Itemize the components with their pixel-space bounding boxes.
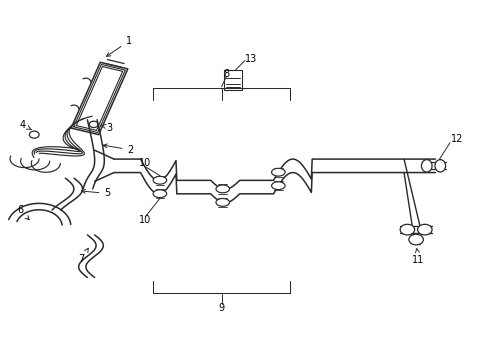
Ellipse shape (434, 159, 445, 172)
Text: 4: 4 (20, 120, 31, 130)
Text: 6: 6 (17, 205, 29, 220)
Text: 2: 2 (103, 144, 134, 155)
Text: 3: 3 (101, 122, 113, 132)
Ellipse shape (216, 185, 229, 193)
Circle shape (417, 224, 431, 235)
Ellipse shape (421, 159, 431, 172)
Circle shape (408, 234, 423, 245)
Ellipse shape (271, 182, 285, 190)
Text: 7: 7 (78, 248, 88, 264)
Text: 5: 5 (81, 189, 110, 198)
Ellipse shape (153, 190, 166, 198)
Text: 11: 11 (411, 249, 424, 265)
Ellipse shape (153, 176, 166, 184)
Text: 12: 12 (450, 134, 463, 144)
Text: 10: 10 (139, 215, 151, 225)
Circle shape (399, 224, 414, 235)
Text: 1: 1 (106, 36, 132, 57)
Text: 9: 9 (218, 303, 224, 312)
Text: 13: 13 (244, 54, 257, 64)
Ellipse shape (216, 198, 229, 206)
Ellipse shape (271, 168, 285, 176)
Text: 8: 8 (223, 69, 229, 79)
Text: 10: 10 (139, 158, 151, 168)
